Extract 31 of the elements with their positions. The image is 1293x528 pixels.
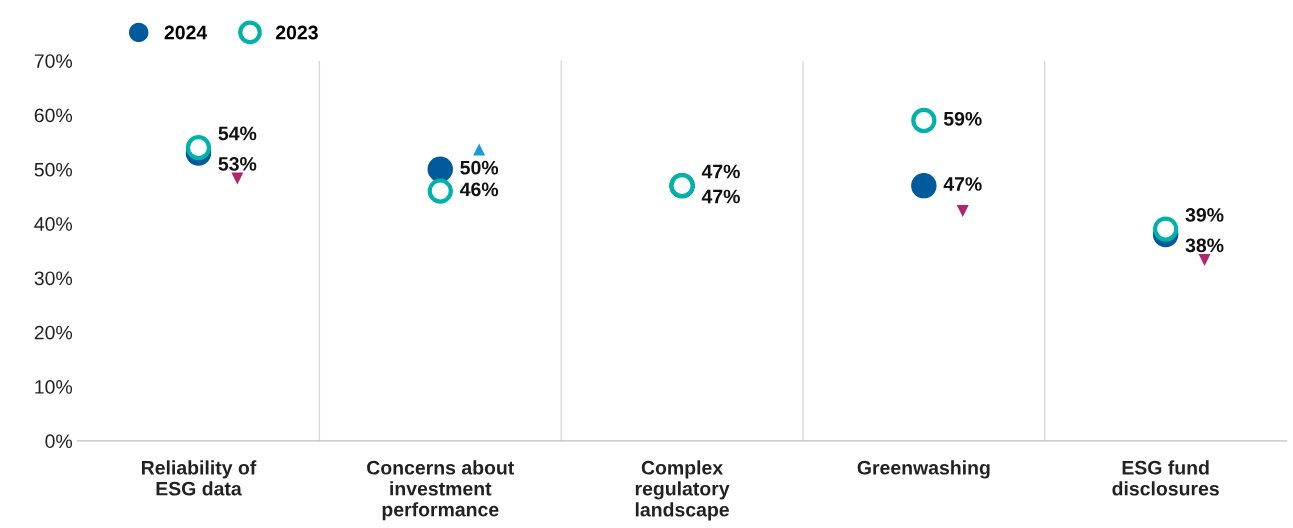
y-tick-label: 20% <box>34 325 73 340</box>
data-label: 54% <box>218 126 257 141</box>
y-tick-label: 70% <box>34 54 73 68</box>
y-tick-label: 10% <box>35 380 73 394</box>
point <box>911 107 937 134</box>
y-tick-label: 50% <box>34 162 73 177</box>
point <box>427 156 453 183</box>
y-tick-label: 0% <box>45 434 73 449</box>
x-tick-label: Reliability of ESG data <box>141 460 257 496</box>
data-label: 59% <box>943 111 982 126</box>
data-label: 46% <box>460 182 499 197</box>
data-label: 47% <box>701 164 740 179</box>
x-tick-label: Concerns about investment performance <box>367 460 515 521</box>
data-label: 39% <box>1185 208 1224 222</box>
data-label: 38% <box>1185 238 1224 253</box>
point <box>185 134 212 161</box>
y-tick-label: 30% <box>34 271 73 286</box>
data-label: 47% <box>701 189 740 204</box>
legend-label: 2024 <box>164 25 208 40</box>
y-tick-label: 60% <box>34 108 73 123</box>
x-tick-label: Greenwashing <box>857 460 990 479</box>
x-tick-label: Complex regulatory landscape <box>635 460 730 521</box>
data-label: 47% <box>943 177 982 191</box>
y-tick-label: 40% <box>34 217 73 231</box>
x-tick-label: ESG fund disclosures <box>1112 460 1219 496</box>
legend-label: 2023 <box>275 25 318 40</box>
data-label: 53% <box>218 157 257 171</box>
data-label: 50% <box>460 160 499 175</box>
point <box>427 178 453 204</box>
point <box>1153 216 1179 242</box>
point <box>911 172 937 199</box>
